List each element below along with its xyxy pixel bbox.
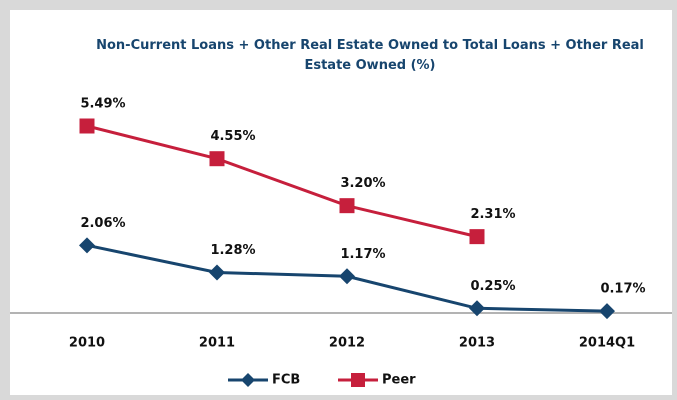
marker bbox=[79, 237, 95, 254]
marker bbox=[79, 118, 95, 134]
marker bbox=[599, 303, 615, 320]
legend-marker bbox=[241, 373, 255, 387]
data-label: 1.28% bbox=[210, 243, 255, 258]
x-tick-label: 2011 bbox=[199, 336, 235, 351]
data-label: 2.31% bbox=[470, 207, 515, 222]
marker bbox=[339, 198, 355, 214]
x-tick-label: 2014Q1 bbox=[579, 336, 635, 351]
marker bbox=[209, 264, 225, 281]
chart-title: Non-Current Loans + Other Real Estate Ow… bbox=[96, 38, 644, 73]
legend-label: Peer bbox=[382, 373, 416, 388]
data-label: 0.17% bbox=[600, 282, 645, 297]
marker bbox=[469, 300, 485, 317]
marker bbox=[339, 268, 355, 285]
data-label: 5.49% bbox=[80, 97, 125, 112]
marker bbox=[209, 151, 225, 167]
data-label: 4.55% bbox=[210, 129, 255, 144]
x-tick-label: 2013 bbox=[459, 336, 495, 351]
x-tick-label: 2012 bbox=[329, 336, 365, 351]
data-label: 2.06% bbox=[80, 216, 125, 231]
data-label: 1.17% bbox=[340, 247, 385, 262]
legend-marker bbox=[351, 373, 365, 387]
x-tick-label: 2010 bbox=[69, 336, 105, 351]
marker bbox=[469, 229, 485, 245]
series-line bbox=[86, 124, 478, 239]
data-label: 0.25% bbox=[470, 279, 515, 294]
data-label: 3.20% bbox=[340, 176, 385, 191]
legend-label: FCB bbox=[272, 373, 300, 388]
